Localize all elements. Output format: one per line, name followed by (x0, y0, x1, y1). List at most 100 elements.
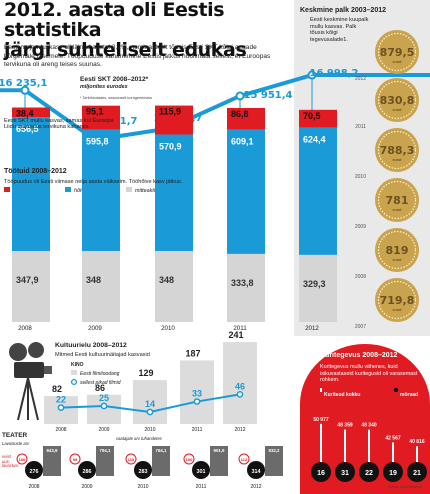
bar-employed-label: 656,5 (16, 124, 39, 134)
year-axis-label: 2012 (305, 325, 319, 332)
wage-value: 719,8 (380, 294, 415, 307)
bar-unemployed (299, 109, 337, 128)
culture-point (236, 391, 244, 398)
year-axis-label: 2008 (18, 325, 32, 332)
gdp-chart-footnote: * Tarbihindades, sesoonselt korrigeerima… (80, 96, 152, 100)
culture-legend-b: sellest pikad filmid (80, 380, 121, 386)
culture-year: 2012 (234, 427, 245, 433)
theatre-visitors-label: 794,1 (100, 448, 112, 453)
gdp-value-label: 16 235,1 (0, 78, 48, 89)
projector-lens (44, 366, 52, 374)
culture-line-label: 33 (192, 389, 202, 399)
theatre-new-label: 115 (128, 457, 135, 462)
theatre-new-circle (69, 453, 81, 465)
theatre-visitors-label: 843,9 (47, 448, 59, 453)
culture-bar-label: 86 (95, 383, 105, 393)
culture-year: 2010 (144, 427, 155, 433)
gdp-point (307, 70, 317, 80)
theatre-visitors-box (265, 446, 283, 476)
theatre-heading: TEATER (2, 432, 28, 439)
wage-unit: eurot (393, 258, 403, 262)
culture-subtitle: Mitmed Eesti kultuurinäitajad kasvasid (55, 352, 150, 358)
theatre-productions-label: 286 (83, 469, 92, 475)
projector-reel (28, 342, 44, 358)
theatre-year: 2009 (81, 484, 92, 490)
wage-title: Keskmine palk 2003–2012 (300, 7, 387, 14)
wage-year: 2012 (355, 76, 366, 82)
theatre-visitors-label: 764,1 (156, 448, 168, 453)
wage-coin (375, 128, 419, 172)
theatre-productions-label: 314 (252, 469, 261, 475)
year-axis-label: 2010 (161, 325, 175, 332)
crime-legend-total: Kuriteod kokku (324, 392, 361, 398)
theatre-visitors-label: 932,2 (269, 448, 281, 453)
legend-label-inactive: mitteaktiivsed (135, 188, 169, 194)
crime-murder-circle (311, 462, 331, 482)
bar-inactive-label: 329,3 (303, 279, 326, 289)
bar-inactive (12, 251, 50, 322)
bar-inactive-label: 348 (86, 275, 101, 285)
theatre-productions-label: 276 (30, 469, 39, 475)
culture-legend-marker (70, 378, 78, 386)
crime-murder-circle (359, 462, 379, 482)
theatre-col-new: neist uus-lavastusi (2, 454, 19, 469)
culture-line-label: 46 (235, 381, 245, 391)
theatre-new-label: 100 (186, 457, 193, 462)
culture-point (193, 398, 201, 405)
gdp-point (235, 91, 245, 101)
crime-total-label: 50 977 (313, 417, 329, 423)
bar-inactive (82, 251, 120, 322)
culture-bar-label: 187 (185, 348, 200, 358)
legend-swatch-employed (65, 187, 71, 192)
crime-note: Kuritegevus mullu vähenes, kuid isikuvas… (320, 364, 418, 384)
legend-swatch-unemployed (4, 187, 10, 192)
bar-employed (155, 134, 193, 252)
gdp-value-label: 15 951,4 (243, 90, 292, 101)
bar-unemployed (227, 107, 265, 130)
bar-unemployed-label: 38,4 (16, 109, 34, 119)
crime-total-label: 42 567 (385, 435, 401, 441)
gdp-chart-subtitle: miljonites eurodes (80, 84, 128, 90)
bar-employed-label: 570,9 (159, 142, 182, 152)
wage-year: 2009 (355, 224, 366, 230)
culture-bar (133, 380, 167, 424)
unemployment-subtitle: Tööpuudus oli Eesti viimase nelja aasta … (4, 179, 183, 185)
culture-line-label: 14 (145, 399, 155, 409)
wage-coin-rim (377, 230, 417, 270)
theatre-visitors-label: 901,9 (214, 448, 226, 453)
unemployment-title: Töötuid 2008–2012 (4, 168, 67, 175)
crime-murder-circle (335, 462, 355, 482)
crime-murder-circle (383, 462, 403, 482)
wage-value: 830,8 (380, 94, 415, 107)
wage-coin-rim (377, 130, 417, 170)
crime-legend-marker (320, 388, 322, 392)
theatre-year: 2010 (137, 484, 148, 490)
wage-coin (375, 228, 419, 272)
bar-employed (227, 129, 265, 254)
bar-employed (82, 129, 120, 252)
wage-note: Eesti keskmine kuupalk mullu kasvas. Pal… (310, 17, 369, 44)
culture-point (146, 408, 154, 416)
bar-employed (299, 127, 337, 255)
theatre-new-label: 100 (19, 457, 26, 462)
theatre-year: 2011 (196, 484, 207, 490)
theatre-visitors-box (152, 446, 170, 476)
bar-inactive-label: 347,9 (16, 275, 39, 285)
source-note: Allikas: statistikaamet (388, 485, 423, 489)
wage-coin (375, 278, 419, 322)
bar-employed-label: 624,4 (303, 134, 326, 144)
wage-coin (375, 178, 419, 222)
wage-coin (375, 78, 419, 122)
theatre-productions-circle (192, 461, 210, 479)
bar-inactive-label: 348 (159, 275, 174, 285)
page-title: 2012. aasta oli Eestis statistika järgi … (4, 0, 289, 60)
wage-coin-rim (377, 280, 417, 320)
crime-murder-label: 31 (341, 470, 349, 477)
theatre-col-productions: Lavastuste arv (2, 441, 30, 446)
bar-unemployed (155, 105, 193, 135)
theatre-year: 2008 (28, 484, 39, 490)
projector-body (14, 362, 44, 378)
theatre-visitors-box (210, 446, 228, 476)
culture-title: Kultuurielu 2008–2012 (55, 342, 127, 349)
